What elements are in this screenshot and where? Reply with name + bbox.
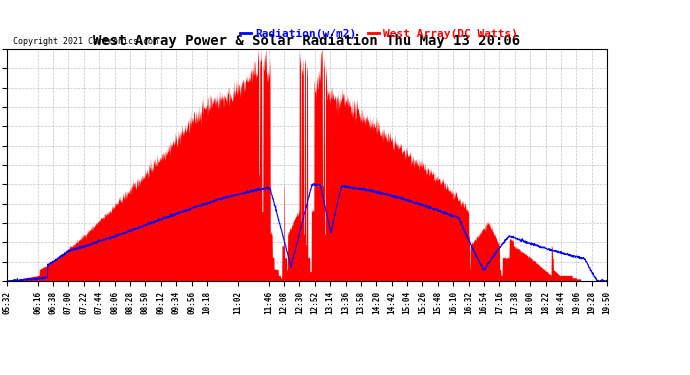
Legend: Radiation(w/m2), West Array(DC Watts): Radiation(w/m2), West Array(DC Watts): [235, 24, 523, 43]
Title: West Array Power & Solar Radiation Thu May 13 20:06: West Array Power & Solar Radiation Thu M…: [93, 33, 521, 48]
Text: Copyright 2021 Cartronics.com: Copyright 2021 Cartronics.com: [13, 38, 158, 46]
